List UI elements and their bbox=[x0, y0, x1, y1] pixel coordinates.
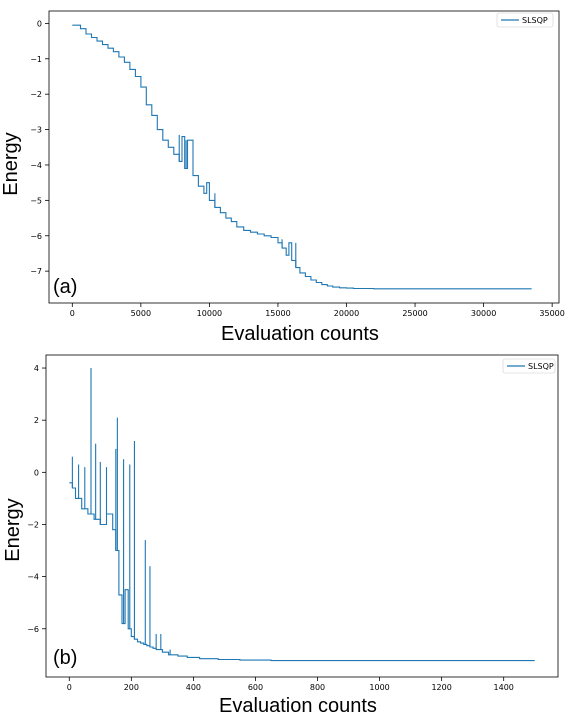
y-axis-label-a: Energy bbox=[0, 132, 22, 195]
y-tick-label: −3 bbox=[30, 126, 42, 135]
x-tick-label: 20000 bbox=[334, 309, 359, 318]
x-tick-label: 0 bbox=[70, 309, 75, 318]
legend-label-b: SLSQP bbox=[528, 362, 554, 371]
x-tick-label: 0 bbox=[67, 683, 72, 692]
x-tick-label: 30000 bbox=[471, 309, 496, 318]
panel-a: 0 −1 −2 −3 −4 −5 −6 −7 0 5000 10000 15000 20000 2500… bbox=[0, 10, 565, 345]
x-tick-label: 1200 bbox=[431, 683, 451, 692]
x-axis-label-a: Evaluation counts bbox=[221, 323, 379, 345]
legend-label-a: SLSQP bbox=[522, 16, 548, 25]
x-axis-label-b: Evaluation counts bbox=[219, 695, 377, 717]
series-line-b bbox=[69, 482, 535, 662]
series-line-a bbox=[72, 24, 532, 290]
y-tick-label: −4 bbox=[30, 161, 42, 170]
panel-b: 4 2 0 −2 −4 −6 0 200 400 600 800 1000 1200 1400 SLSQ… bbox=[2, 354, 559, 717]
y-axis-label-b: Energy bbox=[2, 498, 24, 561]
y-tick-label: 2 bbox=[34, 416, 39, 425]
x-tick-label: 1000 bbox=[369, 683, 389, 692]
plot-frame-a bbox=[48, 10, 560, 304]
x-tick-label: 600 bbox=[248, 683, 263, 692]
y-tick-label: −1 bbox=[30, 55, 42, 64]
panel-label-a: (a) bbox=[53, 276, 77, 298]
y-tick-label: −4 bbox=[27, 573, 39, 582]
legend-box-b bbox=[502, 358, 556, 374]
y-tick-label: −7 bbox=[30, 267, 42, 276]
y-tick-label: 4 bbox=[34, 364, 39, 373]
x-tick-label: 200 bbox=[124, 683, 139, 692]
spikes-a bbox=[178, 134, 297, 268]
panel-label-b: (b) bbox=[53, 647, 77, 669]
x-tick-label: 1400 bbox=[494, 683, 514, 692]
y-tick-label: −6 bbox=[27, 625, 39, 634]
y-ticks-b: 4 2 0 −2 −4 −6 bbox=[27, 364, 46, 634]
x-tick-label: 15000 bbox=[265, 309, 290, 318]
x-tick-label: 800 bbox=[310, 683, 325, 692]
spikes-b bbox=[71, 368, 171, 655]
legend-box-a bbox=[496, 12, 554, 28]
legend-a: SLSQP bbox=[496, 12, 554, 28]
x-tick-label: 10000 bbox=[197, 309, 222, 318]
x-ticks-b: 0 200 400 600 800 1000 1200 1400 bbox=[67, 677, 514, 692]
plot-frame-b bbox=[45, 354, 559, 678]
x-tick-label: 35000 bbox=[539, 309, 564, 318]
x-tick-label: 25000 bbox=[402, 309, 427, 318]
x-ticks-a: 0 5000 10000 15000 20000 25000 30000 35000 bbox=[70, 303, 565, 318]
y-tick-label: −2 bbox=[30, 90, 42, 99]
y-tick-label: 0 bbox=[34, 468, 39, 477]
x-tick-label: 5000 bbox=[131, 309, 151, 318]
y-tick-label: −5 bbox=[30, 196, 42, 205]
x-tick-label: 400 bbox=[186, 683, 201, 692]
y-tick-label: −6 bbox=[30, 232, 42, 241]
y-ticks-a: 0 −1 −2 −3 −4 −5 −6 −7 bbox=[30, 19, 49, 276]
legend-b: SLSQP bbox=[502, 358, 556, 374]
y-tick-label: −2 bbox=[27, 520, 39, 529]
y-tick-label: 0 bbox=[37, 19, 42, 28]
